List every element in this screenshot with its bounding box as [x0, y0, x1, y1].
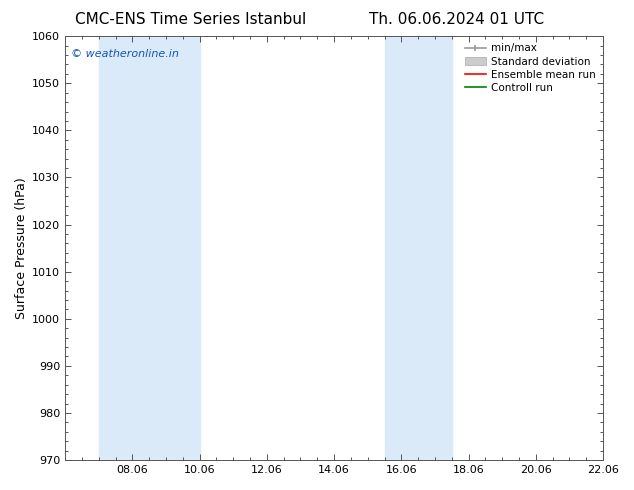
Text: © weatheronline.in: © weatheronline.in	[70, 49, 178, 59]
Y-axis label: Surface Pressure (hPa): Surface Pressure (hPa)	[15, 177, 28, 319]
Bar	[99, 36, 133, 460]
Bar	[418, 36, 452, 460]
Bar	[385, 36, 418, 460]
Text: CMC-ENS Time Series Istanbul: CMC-ENS Time Series Istanbul	[75, 12, 306, 27]
Legend: min/max, Standard deviation, Ensemble mean run, Controll run: min/max, Standard deviation, Ensemble me…	[461, 39, 600, 97]
Text: Th. 06.06.2024 01 UTC: Th. 06.06.2024 01 UTC	[369, 12, 544, 27]
Bar	[133, 36, 200, 460]
